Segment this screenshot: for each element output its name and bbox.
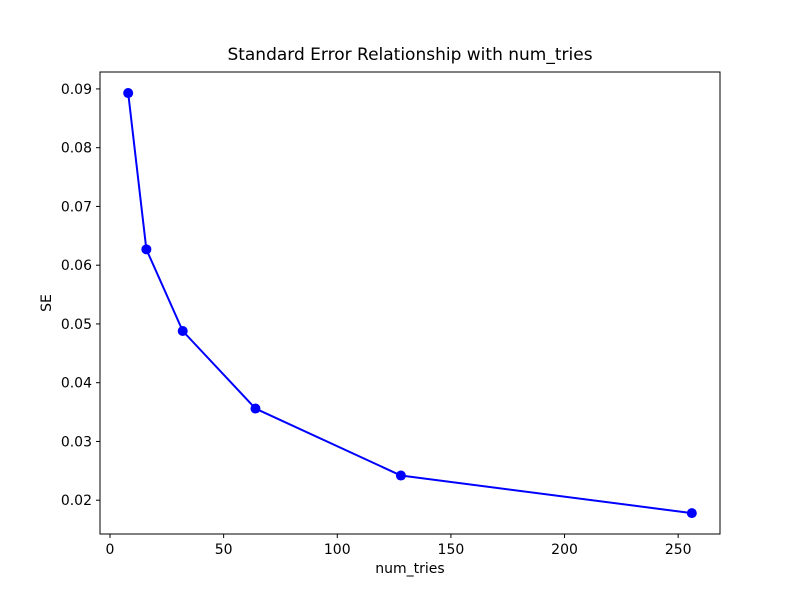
y-tick-label: 0.05 [61, 317, 92, 333]
y-tick-label: 0.08 [61, 141, 92, 157]
y-tick-label: 0.06 [61, 258, 92, 274]
data-point-marker [123, 88, 134, 99]
data-point-marker [177, 325, 188, 336]
y-tick-label: 0.09 [61, 82, 92, 98]
x-tick-label: 150 [438, 542, 465, 558]
data-line [127, 92, 692, 515]
y-tick-label: 0.04 [61, 376, 92, 392]
data-point-marker [250, 403, 261, 414]
x-tick-label: 200 [551, 542, 578, 558]
x-axis-label: num_tries [375, 561, 445, 577]
y-tick-label: 0.02 [61, 493, 92, 509]
x-tick-label: 100 [324, 542, 351, 558]
x-tick-label: 250 [665, 542, 692, 558]
data-point-marker [141, 244, 152, 255]
x-tick-label: 50 [215, 542, 233, 558]
chart-title: Standard Error Relationship with num_tri… [227, 45, 593, 65]
data-point-marker [395, 470, 406, 481]
y-axis-label: SE [39, 294, 55, 312]
axes-spines [99, 71, 721, 535]
data-point-marker [686, 508, 697, 519]
y-tick-label: 0.07 [61, 199, 92, 215]
y-tick-label: 0.03 [61, 434, 92, 450]
x-tick-label: 0 [106, 542, 115, 558]
